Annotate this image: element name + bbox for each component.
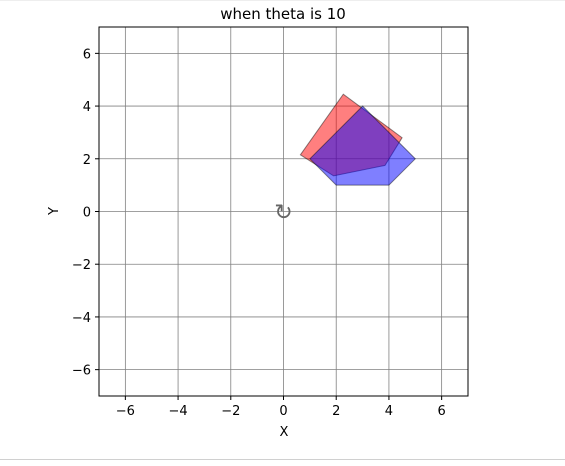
y-tick-label: −6 [72, 364, 91, 379]
y-tick-label: −4 [72, 311, 91, 326]
y-tick-label: 0 [83, 206, 91, 221]
y-axis-label: Y [47, 207, 62, 216]
rotate-icon: ↻ [274, 201, 292, 226]
y-tick-label: 4 [83, 100, 91, 115]
ticks: −6 −4 −2 0 2 4 6 −6 −4 −2 0 2 4 6 [72, 47, 446, 419]
x-tick-label: −6 [116, 404, 135, 419]
x-tick-label: 6 [438, 404, 446, 419]
polygon-2 [309, 105, 417, 186]
x-tick-label: 2 [332, 404, 340, 419]
y-tick-label: 6 [83, 47, 91, 62]
grid [99, 27, 468, 396]
x-tick-label: −2 [221, 404, 240, 419]
bottom-divider [0, 459, 565, 460]
chart-title: when theta is 10 [220, 5, 346, 23]
top-divider [0, 0, 565, 1]
x-tick-label: 4 [385, 404, 393, 419]
y-tick-label: 2 [83, 153, 91, 168]
x-tick-label: 0 [279, 404, 287, 419]
x-tick-label: −4 [168, 404, 187, 419]
x-axis-label: X [280, 425, 289, 440]
polygons [299, 93, 417, 186]
y-tick-label: −2 [72, 258, 91, 273]
